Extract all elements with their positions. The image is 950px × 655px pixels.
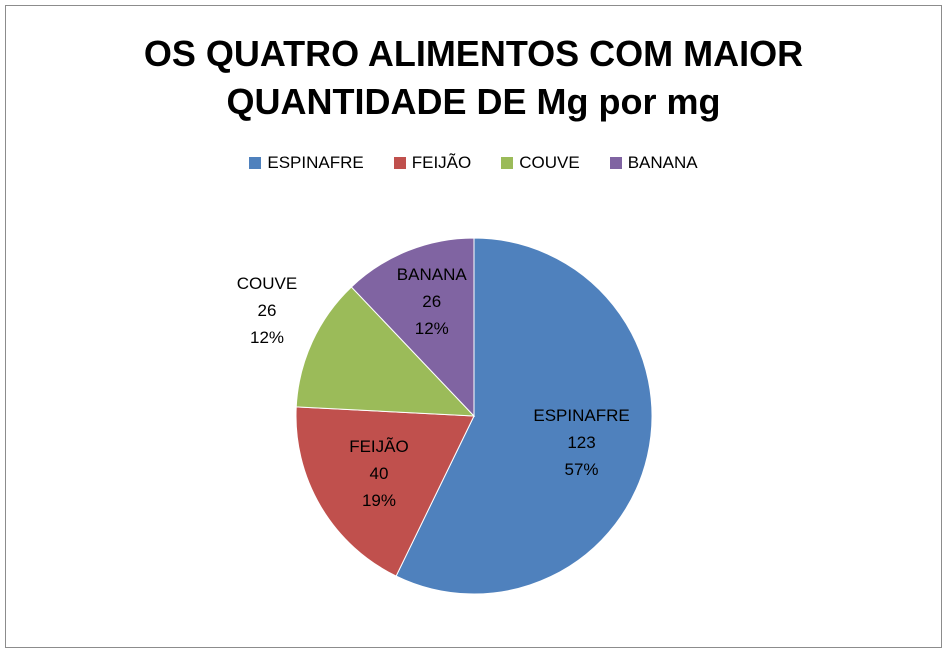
data-label-couve: COUVE 26 12% — [237, 274, 297, 347]
legend-item-espinafre: ESPINAFRE — [249, 153, 364, 173]
legend-label-couve: COUVE — [519, 153, 580, 172]
data-label-espinafre: ESPINAFRE 123 57% — [533, 406, 629, 479]
legend-label-banana: BANANA — [627, 153, 698, 172]
chart-title-line-1: OS QUATRO ALIMENTOS COM MAIOR — [143, 33, 804, 74]
chart-title: OS QUATRO ALIMENTOS COM MAIOR QUANTIDADE… — [6, 30, 941, 126]
legend: ESPINAFRE FEIJÃO COUVE BANANA — [6, 153, 941, 173]
data-label-banana: BANANA 26 12% — [397, 265, 468, 338]
legend-item-feijao: FEIJÃO — [393, 153, 472, 173]
pie-chart: ESPINAFRE 123 57% FEIJÃO 40 19% COUVE 26 12% BANA… — [237, 237, 653, 595]
pie-slice-banana — [350, 237, 475, 418]
legend-swatch-feijao — [393, 157, 406, 169]
legend-item-banana: BANANA — [609, 153, 698, 173]
pie-slice-espinafre — [395, 237, 653, 595]
legend-label-feijao: FEIJÃO — [411, 153, 472, 172]
legend-swatch-couve — [501, 157, 514, 169]
data-label-feijao: FEIJÃO 40 19% — [349, 437, 409, 510]
legend-label-espinafre: ESPINAFRE — [267, 153, 364, 172]
pie-slice-feijao — [295, 406, 475, 577]
pie-slice-couve — [295, 286, 476, 417]
chart-title-line-2: QUANTIDADE DE Mg por mg — [226, 81, 721, 122]
chart-area: OS QUATRO ALIMENTOS COM MAIOR QUANTIDADE… — [5, 5, 942, 648]
legend-swatch-banana — [609, 157, 622, 169]
legend-swatch-espinafre — [249, 157, 262, 169]
legend-item-couve: COUVE — [501, 153, 580, 173]
